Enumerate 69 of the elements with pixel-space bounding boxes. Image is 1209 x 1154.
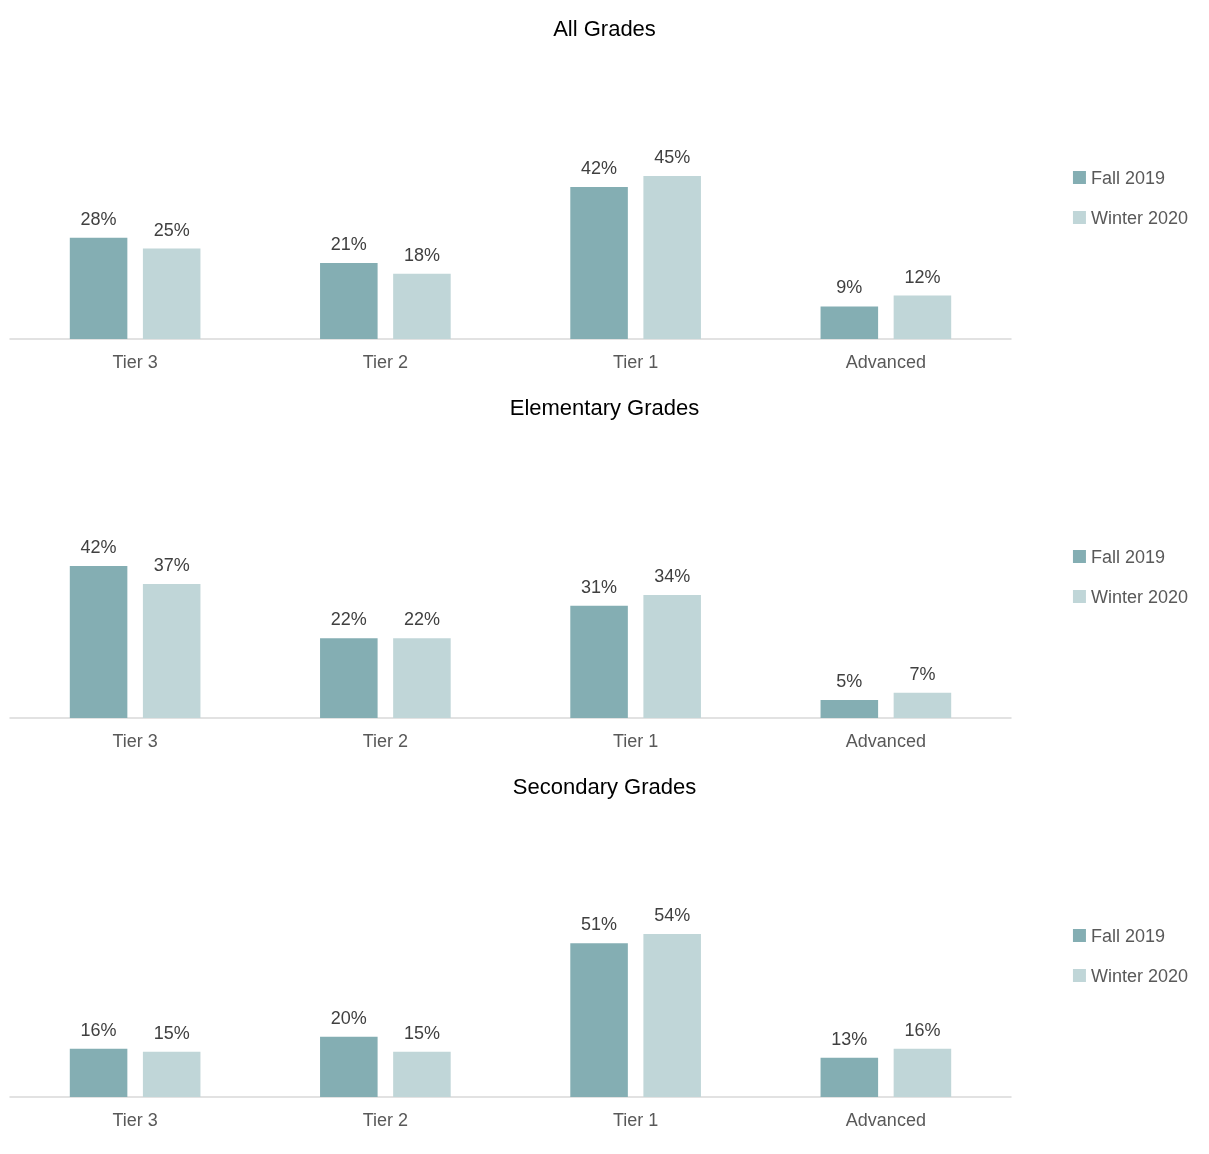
data-label: 51% [581,914,618,935]
bar [820,1057,879,1097]
data-label: 12% [904,266,941,287]
bar [820,699,879,718]
bar [643,176,701,339]
x-tick-label: Tier 2 [362,1110,409,1130]
bar [142,1051,201,1097]
bar [142,584,201,718]
data-label: 22% [330,609,367,630]
data-label: 18% [403,244,440,265]
legend-label: Winter 2020 [1090,207,1189,228]
legend-label: Fall 2019 [1090,546,1166,567]
legend-label: Winter 2020 [1090,965,1189,986]
bar [142,248,201,339]
x-tick-label: Tier 2 [362,352,409,372]
legend-label: Winter 2020 [1090,586,1189,607]
bar [393,638,451,718]
x-tick-label: Tier 1 [612,1110,659,1130]
data-label: 21% [330,233,367,254]
bar [570,605,628,718]
bar [69,237,128,339]
data-label: 16% [80,1019,117,1040]
data-label: 15% [153,1022,190,1043]
chart-title: Elementary Grades [509,394,700,420]
data-label: 45% [654,147,691,168]
data-label: 28% [80,208,117,229]
x-tick-label: Advanced [845,1110,926,1130]
bar [393,273,451,339]
bar [69,1048,128,1097]
chart-title: Secondary Grades [512,773,697,799]
bar [570,186,628,339]
chart-title: All Grades [553,15,656,41]
legend-label: Fall 2019 [1090,925,1166,946]
data-label: 9% [836,277,863,298]
data-label: 5% [836,670,863,691]
bar [69,565,128,718]
data-label: 20% [330,1007,367,1028]
bar [893,1048,952,1097]
data-label: 15% [403,1022,440,1043]
data-label: 54% [654,905,691,926]
x-tick-label: Tier 3 [112,352,158,372]
data-label: 34% [654,565,691,586]
x-tick-label: Tier 3 [112,1110,158,1130]
data-label: 25% [153,219,190,240]
bar [643,594,701,718]
x-tick-label: Tier 1 [612,731,659,751]
bar [893,295,952,339]
bar [893,692,952,718]
data-label: 42% [80,536,117,557]
x-tick-label: Tier 3 [112,731,158,751]
legend-label: Fall 2019 [1090,167,1166,188]
data-label: 31% [581,576,618,597]
data-label: 42% [581,157,618,178]
bar [320,262,378,339]
data-label: 37% [153,555,190,576]
x-tick-label: Advanced [845,352,926,372]
data-label: 22% [403,609,440,630]
data-label: 7% [909,663,936,684]
data-label: 16% [904,1019,941,1040]
data-label: 13% [831,1028,868,1049]
bar [570,943,628,1097]
bar [393,1051,451,1097]
x-tick-label: Tier 1 [612,352,659,372]
x-tick-label: Tier 2 [362,731,409,751]
x-tick-label: Advanced [845,731,926,751]
bar [820,306,879,339]
bar [320,1036,378,1097]
bar [643,934,701,1097]
bar [320,638,378,718]
